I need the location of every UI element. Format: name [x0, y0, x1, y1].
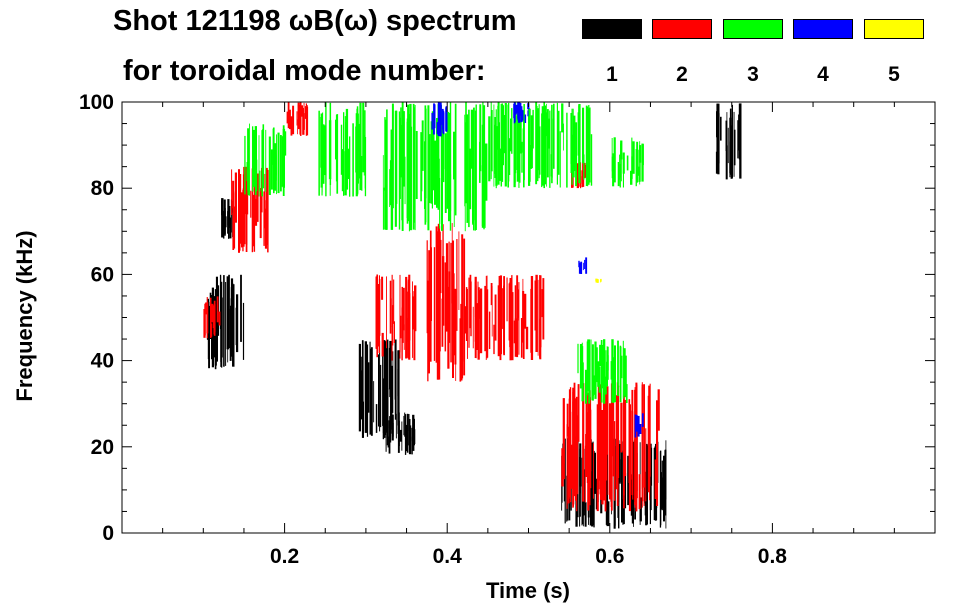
legend-label-5: 5 [888, 63, 900, 86]
mode-2-region [375, 274, 417, 361]
legend-label-1: 1 [606, 63, 618, 86]
y-tick-label: 60 [91, 263, 114, 286]
chart-title-line1: Shot 121198 ωB(ω) spectrum [113, 5, 517, 37]
chart-title-line2: for toroidal mode number: [123, 55, 486, 87]
mode-3-region [382, 102, 488, 232]
mode-3-region [488, 102, 593, 189]
y-tick-label: 100 [79, 91, 114, 114]
legend-label-4: 4 [817, 63, 829, 86]
legend-label-2: 2 [676, 63, 688, 86]
mode-3-region [318, 102, 367, 197]
mode-3-region [611, 137, 644, 188]
legend-swatch-5 [864, 19, 924, 39]
spectrogram-data [203, 102, 742, 529]
y-tick-label: 20 [91, 436, 114, 459]
mode-2-region [231, 166, 269, 253]
mode-1-region [382, 412, 416, 455]
mode-2-region [464, 274, 545, 361]
mode-5-region [595, 278, 602, 283]
x-tick-label: 0.6 [595, 545, 624, 568]
mode-4-region [431, 102, 448, 137]
x-tick-label: 0.2 [270, 545, 299, 568]
mode-2-region [203, 296, 221, 339]
legend-label-3: 3 [747, 63, 759, 86]
legend-swatch-3 [723, 19, 783, 39]
x-tick-label: 0.8 [758, 545, 788, 568]
y-tick-label: 40 [91, 350, 114, 373]
mode-4-region [634, 413, 644, 438]
mode-1-region [715, 103, 742, 180]
legend-swatch-1 [582, 19, 642, 39]
mode-2-region [426, 223, 466, 382]
legend-swatch-4 [793, 19, 853, 39]
axis-ticks: 0 20 40 60 80 100 0.2 0.4 0.6 0.8 [79, 91, 935, 568]
y-axis-title: Frequency (kHz) [12, 230, 37, 401]
y-tick-label: 0 [102, 522, 114, 545]
y-tick-label: 80 [91, 177, 114, 200]
mode-3-region [244, 123, 287, 197]
mode-2-region [286, 102, 309, 136]
legend-swatch-2 [652, 19, 712, 39]
x-tick-label: 0.4 [433, 545, 463, 568]
mode-2-region [561, 382, 660, 512]
x-axis-title: Time (s) [486, 578, 570, 603]
mode-1-region [206, 274, 245, 370]
mode-4-region [513, 102, 530, 124]
mode-4-region [578, 257, 588, 274]
mode-1-region [358, 339, 400, 439]
mode-3-region [577, 339, 628, 404]
